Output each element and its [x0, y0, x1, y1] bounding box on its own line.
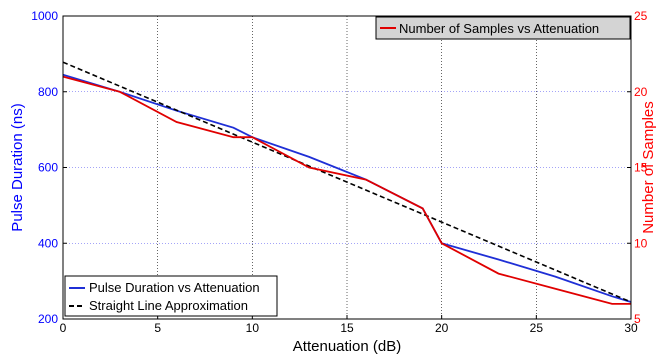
legend-samples: Number of Samples vs Attenuation	[375, 16, 631, 40]
x-tick-label: 25	[530, 321, 544, 335]
left-y-tick-label: 800	[38, 85, 58, 99]
x-tick-label: 20	[435, 321, 449, 335]
legend-pulse-label: Pulse Duration vs Attenuation	[89, 280, 260, 295]
left-y-tick-label: 400	[38, 236, 58, 250]
axis-ticks: 0 5 10 15 20 25 30 200 400 600 800 1000 5 10 15 20 25	[31, 9, 647, 335]
left-y-tick-label: 1000	[31, 9, 58, 23]
x-tick-label: 5	[154, 321, 161, 335]
right-y-tick-label: 20	[634, 85, 648, 99]
x-tick-label: 10	[246, 321, 260, 335]
x-axis-label: Attenuation (dB)	[293, 338, 401, 355]
right-y-tick-label: 15	[634, 161, 648, 175]
left-y-tick-label: 200	[38, 312, 58, 326]
grid-lines	[63, 16, 631, 319]
series-line-straight-line-approximation	[62, 61, 632, 303]
legend-samples-box	[375, 16, 631, 40]
left-y-axis-label: Pulse Duration (ns)	[9, 103, 26, 231]
legend-samples-label: Number of Samples vs Attenuation	[399, 21, 599, 36]
x-tick-label: 0	[60, 321, 67, 335]
right-y-tick-label: 25	[634, 9, 648, 23]
x-tick-label: 15	[340, 321, 354, 335]
right-y-tick-label: 5	[634, 312, 641, 326]
x-tick-label: 30	[624, 321, 638, 335]
series-line-pulse-duration-vs-attenuation	[62, 73, 632, 303]
right-y-tick-label: 10	[634, 236, 648, 250]
series-line-number-of-samples-vs-attenuation	[62, 75, 631, 305]
series-lines	[62, 61, 632, 305]
legend-pulse-box	[64, 275, 278, 317]
legend-pulse: Pulse Duration vs Attenuation Straight L…	[64, 275, 278, 317]
left-y-tick-label: 600	[38, 161, 58, 175]
right-y-axis-label: Number of Samples	[640, 101, 657, 234]
legend-approx-label: Straight Line Approximation	[89, 298, 248, 313]
